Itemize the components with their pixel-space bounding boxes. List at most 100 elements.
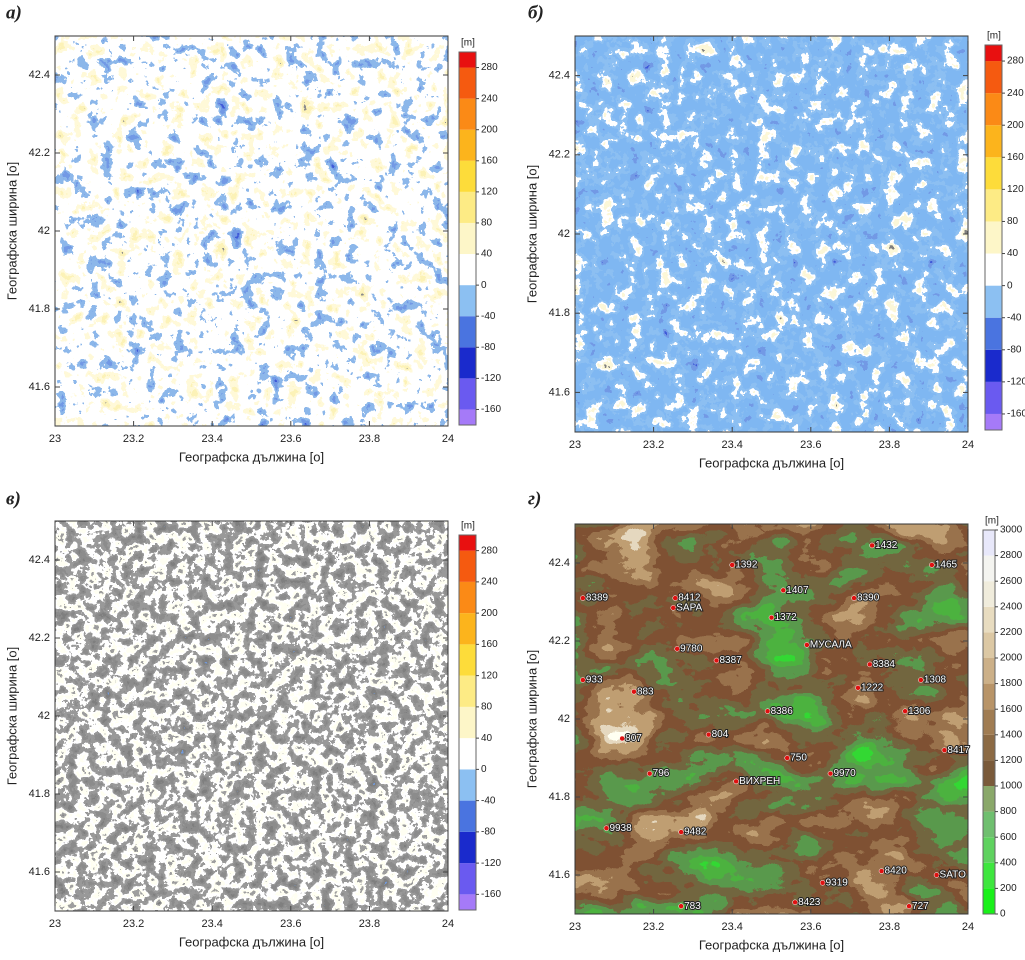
colorbar-tick-label: 120 <box>481 187 498 198</box>
colorbar-segment <box>985 157 1002 189</box>
y-tick-label: 42.4 <box>549 70 570 82</box>
x-tick-label: 23 <box>49 918 61 930</box>
colorbar-segment <box>983 632 995 658</box>
station-label: 933 <box>586 675 603 686</box>
station-marker <box>673 596 678 601</box>
colorbar-tick-label: 80 <box>1007 216 1019 227</box>
station-marker <box>631 689 636 694</box>
y-tick-label: 41.8 <box>29 788 50 800</box>
station-marker <box>769 615 774 620</box>
map-raster <box>55 36 448 426</box>
colorbar-tick-label: 0 <box>1000 909 1006 920</box>
colorbar-segment <box>459 409 476 425</box>
station-marker <box>855 685 860 690</box>
colorbar-tick-label: 280 <box>481 545 498 556</box>
station-label: 8417 <box>947 745 970 756</box>
station-label: 807 <box>625 733 642 744</box>
x-tick-label: 24 <box>962 921 974 933</box>
colorbar-segment <box>459 801 476 832</box>
colorbar-segment <box>459 535 476 551</box>
colorbar-tick-label: -80 <box>1007 344 1022 355</box>
y-tick-label: 41.6 <box>549 386 570 398</box>
x-tick-label: 23 <box>49 433 61 445</box>
colorbar-segment <box>985 61 1002 93</box>
colorbar-label: [m] <box>987 31 1001 42</box>
colorbar-segment <box>459 52 476 68</box>
panel-label: г) <box>528 488 541 509</box>
colorbar-segment <box>459 192 476 223</box>
colorbar-tick-label: 240 <box>481 93 498 104</box>
station-label: 1465 <box>935 560 958 571</box>
station-label: 783 <box>684 901 701 912</box>
station-label: 1222 <box>861 682 884 693</box>
x-tick-label: 23.6 <box>800 439 821 451</box>
y-tick-label: 42 <box>558 228 570 240</box>
colorbar-tick-label: 2800 <box>1000 550 1023 561</box>
x-tick-label: 23.8 <box>359 918 380 930</box>
x-tick-label: 23.2 <box>123 918 144 930</box>
x-tick-label: 23.2 <box>643 439 664 451</box>
colorbar-segment <box>459 347 476 378</box>
colorbar-segment <box>459 68 476 99</box>
station-label: 804 <box>712 729 729 740</box>
colorbar-segment <box>985 93 1002 125</box>
station-label: 1308 <box>924 675 947 686</box>
station-marker <box>714 658 719 663</box>
station-label: 8423 <box>798 897 821 908</box>
station-label: 1306 <box>908 706 931 717</box>
station-marker <box>706 732 711 737</box>
station-marker <box>907 904 912 909</box>
y-tick-label: 42.4 <box>549 557 570 569</box>
x-tick-label: 23.2 <box>123 433 144 445</box>
colorbar-segment <box>983 581 995 607</box>
colorbar-tick-label: 200 <box>481 608 498 619</box>
x-tick-label: 23.6 <box>280 918 301 930</box>
station-marker <box>679 904 684 909</box>
station-label: МУСАЛА <box>810 640 852 651</box>
y-tick-label: 41.6 <box>29 381 50 393</box>
x-axis-label: Географска дължина [o] <box>179 449 324 464</box>
colorbar-segment <box>459 316 476 347</box>
station-label: 883 <box>637 686 654 697</box>
station-marker <box>580 678 585 683</box>
colorbar-segment <box>459 99 476 130</box>
colorbar-segment <box>985 189 1002 221</box>
colorbar-segment <box>459 863 476 894</box>
colorbar-tick-label: 2000 <box>1000 653 1023 664</box>
x-tick-label: 23.8 <box>879 439 900 451</box>
colorbar-tick-label: 2200 <box>1000 627 1023 638</box>
station-label: SAPA <box>676 602 702 613</box>
colorbar-tick-label: 40 <box>481 249 493 260</box>
colorbar-label: [m] <box>985 516 999 527</box>
station-marker <box>730 562 735 567</box>
colorbar-tick-label: -120 <box>1007 377 1025 388</box>
colorbar-segment <box>985 221 1002 253</box>
y-tick-label: 42.4 <box>29 554 50 566</box>
x-tick-label: 23.6 <box>800 921 821 933</box>
station-label: 9319 <box>826 877 849 888</box>
colorbar-tick-label: 0 <box>481 280 487 291</box>
station-marker <box>870 543 875 548</box>
y-tick-label: 41.8 <box>29 303 50 315</box>
station-marker <box>620 736 625 741</box>
colorbar-tick-label: 1800 <box>1000 678 1023 689</box>
colorbar-tick-label: 3000 <box>1000 525 1023 536</box>
station-label: 8390 <box>857 593 880 604</box>
colorbar-tick-label: 200 <box>481 124 498 135</box>
station-label: 9938 <box>609 823 632 834</box>
colorbar-segment <box>459 769 476 800</box>
colorbar-tick-label: -40 <box>481 311 496 322</box>
station-marker <box>903 709 908 714</box>
x-tick-label: 24 <box>442 433 454 445</box>
y-tick-label: 42.2 <box>29 632 50 644</box>
colorbar-tick-label: -80 <box>481 342 496 353</box>
y-tick-label: 42.2 <box>29 147 50 159</box>
colorbar-tick-label: 0 <box>1007 280 1013 291</box>
y-tick-label: 41.6 <box>29 866 50 878</box>
x-tick-label: 23.2 <box>643 921 664 933</box>
panel-label: б) <box>528 2 544 23</box>
colorbar-segment <box>985 350 1002 382</box>
station-marker <box>828 771 833 776</box>
station-label: 1407 <box>786 585 809 596</box>
y-tick-label: 41.6 <box>549 869 570 881</box>
